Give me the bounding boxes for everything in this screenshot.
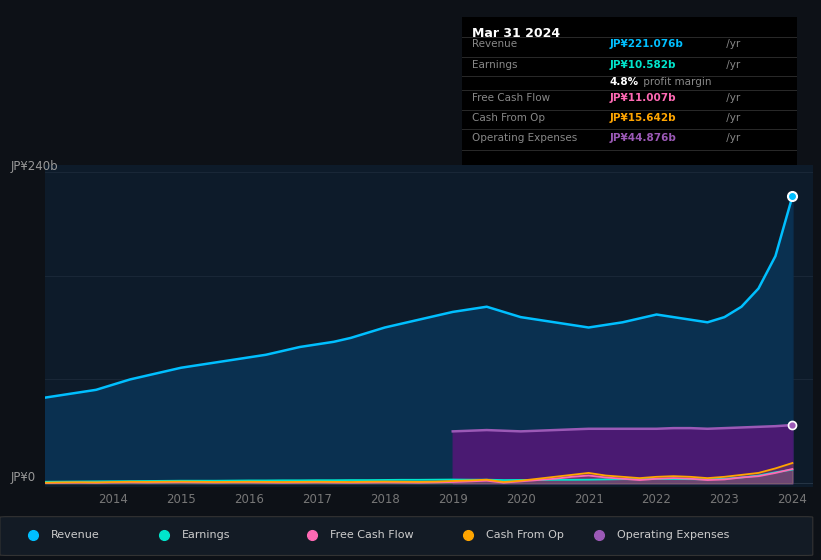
Text: JP¥0: JP¥0 bbox=[11, 472, 36, 484]
Text: Free Cash Flow: Free Cash Flow bbox=[472, 92, 550, 102]
Text: JP¥240b: JP¥240b bbox=[11, 160, 58, 173]
Text: Earnings: Earnings bbox=[472, 60, 517, 70]
Text: 4.8%: 4.8% bbox=[609, 77, 639, 87]
Text: Revenue: Revenue bbox=[51, 530, 99, 540]
Text: Free Cash Flow: Free Cash Flow bbox=[330, 530, 414, 540]
Text: Earnings: Earnings bbox=[182, 530, 231, 540]
Text: JP¥10.582b: JP¥10.582b bbox=[609, 60, 676, 70]
Text: Cash From Op: Cash From Op bbox=[486, 530, 564, 540]
Text: /yr: /yr bbox=[723, 92, 741, 102]
Text: Mar 31 2024: Mar 31 2024 bbox=[472, 27, 560, 40]
FancyBboxPatch shape bbox=[0, 517, 813, 556]
Text: Operating Expenses: Operating Expenses bbox=[617, 530, 730, 540]
Text: JP¥221.076b: JP¥221.076b bbox=[609, 39, 683, 49]
Text: Cash From Op: Cash From Op bbox=[472, 113, 545, 123]
Text: JP¥11.007b: JP¥11.007b bbox=[609, 92, 676, 102]
Text: /yr: /yr bbox=[723, 113, 741, 123]
Text: /yr: /yr bbox=[723, 133, 741, 143]
Text: JP¥44.876b: JP¥44.876b bbox=[609, 133, 677, 143]
Text: /yr: /yr bbox=[723, 39, 741, 49]
Text: Operating Expenses: Operating Expenses bbox=[472, 133, 577, 143]
Text: /yr: /yr bbox=[723, 60, 741, 70]
Text: JP¥15.642b: JP¥15.642b bbox=[609, 113, 676, 123]
Text: Revenue: Revenue bbox=[472, 39, 517, 49]
Text: profit margin: profit margin bbox=[640, 77, 711, 87]
